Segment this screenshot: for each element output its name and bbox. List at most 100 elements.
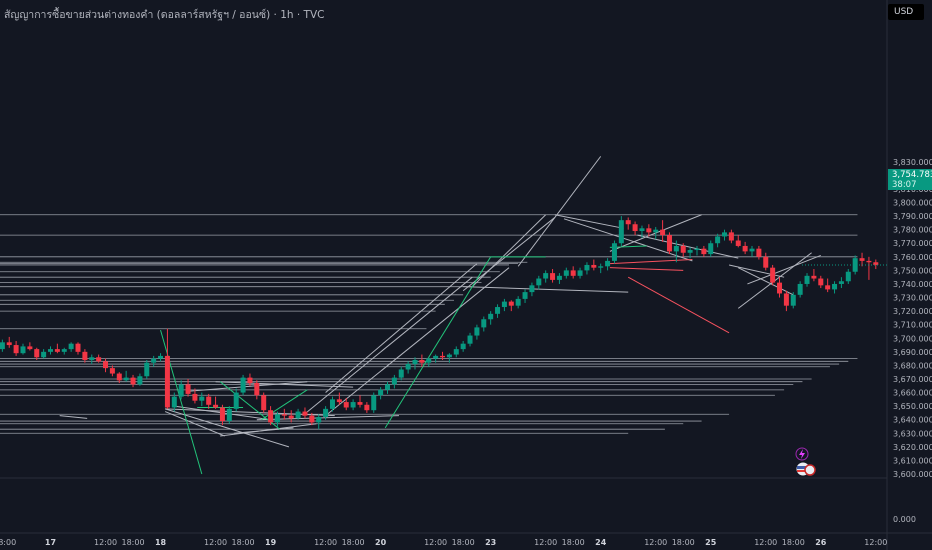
candle[interactable] — [852, 255, 858, 275]
candle[interactable] — [715, 233, 721, 248]
candle[interactable] — [0, 339, 5, 352]
trend-line[interactable] — [609, 267, 684, 271]
candle[interactable] — [584, 262, 590, 275]
trend-line[interactable] — [188, 381, 308, 392]
candle[interactable] — [701, 245, 707, 257]
candle[interactable] — [453, 346, 459, 358]
candle[interactable] — [109, 365, 115, 377]
candle[interactable] — [171, 392, 177, 412]
candle[interactable] — [563, 267, 569, 279]
candle[interactable] — [522, 289, 528, 303]
candle[interactable] — [488, 311, 494, 325]
candle[interactable] — [123, 370, 129, 382]
trend-line[interactable] — [563, 218, 693, 262]
candle[interactable] — [673, 240, 679, 263]
candle[interactable] — [660, 220, 666, 242]
trend-line[interactable] — [384, 256, 492, 429]
candle[interactable] — [48, 346, 53, 355]
candle[interactable] — [680, 243, 686, 257]
trend-line[interactable] — [164, 408, 290, 448]
trend-line[interactable] — [59, 415, 88, 419]
candle[interactable] — [103, 358, 109, 373]
candle[interactable] — [495, 304, 501, 318]
candle[interactable] — [41, 349, 47, 359]
candle[interactable] — [364, 402, 370, 413]
candle[interactable] — [192, 388, 198, 404]
lightning-icon[interactable] — [795, 447, 809, 461]
candle[interactable] — [405, 361, 411, 374]
candle[interactable] — [6, 336, 12, 348]
candle[interactable] — [543, 270, 549, 283]
candle[interactable] — [316, 414, 322, 430]
candle[interactable] — [20, 343, 26, 355]
candle[interactable] — [556, 273, 562, 284]
trend-line[interactable] — [215, 381, 354, 388]
candle[interactable] — [371, 392, 377, 413]
trend-line[interactable] — [627, 276, 730, 334]
candle[interactable] — [708, 240, 714, 257]
candle[interactable] — [618, 216, 624, 246]
candle[interactable] — [666, 232, 672, 255]
candle[interactable] — [811, 269, 817, 282]
candle[interactable] — [233, 388, 239, 412]
candle[interactable] — [213, 396, 219, 409]
candle[interactable] — [825, 278, 831, 293]
candle[interactable] — [391, 374, 397, 389]
candle[interactable] — [605, 258, 611, 271]
candle[interactable] — [164, 328, 170, 409]
candle[interactable] — [818, 275, 824, 289]
candle[interactable] — [82, 349, 88, 363]
trend-line[interactable] — [325, 267, 510, 417]
candle[interactable] — [206, 393, 212, 409]
candle[interactable] — [433, 354, 439, 363]
candle[interactable] — [570, 266, 576, 279]
trend-line[interactable] — [233, 427, 294, 434]
candle[interactable] — [329, 396, 335, 412]
candle[interactable] — [34, 347, 40, 360]
candle[interactable] — [323, 406, 329, 420]
trend-line[interactable] — [554, 214, 624, 229]
candle[interactable] — [185, 378, 191, 397]
candle[interactable] — [226, 406, 232, 424]
trend-line[interactable] — [517, 156, 602, 267]
candle[interactable] — [832, 281, 838, 294]
candle[interactable] — [350, 399, 356, 411]
candle[interactable] — [288, 410, 294, 423]
candle[interactable] — [13, 340, 19, 356]
candle[interactable] — [268, 406, 274, 426]
candle[interactable] — [68, 342, 74, 352]
candle[interactable] — [859, 252, 865, 267]
candle[interactable] — [254, 380, 260, 400]
candle[interactable] — [240, 374, 246, 396]
candle[interactable] — [302, 407, 308, 419]
candle[interactable] — [219, 404, 225, 426]
candle[interactable] — [536, 275, 542, 290]
time-axis[interactable]: 18:00 17 12:00 18:00 18 12:00 18:00 19 12:00 18:0… — [0, 538, 887, 547]
candle[interactable] — [804, 273, 810, 287]
candle[interactable] — [247, 373, 253, 386]
trend-line[interactable] — [462, 217, 556, 292]
candle[interactable] — [694, 245, 700, 256]
candle[interactable] — [742, 241, 748, 255]
candle[interactable] — [426, 357, 432, 367]
candle[interactable] — [481, 316, 487, 332]
trend-line[interactable] — [164, 411, 225, 437]
candle[interactable] — [336, 392, 342, 405]
candle[interactable] — [721, 229, 727, 241]
candle[interactable] — [151, 355, 157, 367]
candle[interactable] — [515, 296, 521, 309]
candle[interactable] — [783, 290, 789, 312]
candle[interactable] — [446, 353, 452, 363]
candle[interactable] — [412, 357, 418, 370]
candle[interactable] — [756, 245, 762, 260]
candle[interactable] — [797, 281, 803, 298]
flag-icon[interactable] — [796, 462, 816, 476]
trend-line[interactable] — [738, 267, 794, 296]
trend-line[interactable] — [325, 263, 478, 393]
trend-line[interactable] — [609, 259, 693, 265]
candle[interactable] — [653, 226, 659, 240]
candle[interactable] — [137, 373, 143, 386]
trend-line[interactable] — [463, 286, 629, 293]
candle[interactable] — [735, 235, 741, 248]
candle[interactable] — [309, 412, 315, 426]
